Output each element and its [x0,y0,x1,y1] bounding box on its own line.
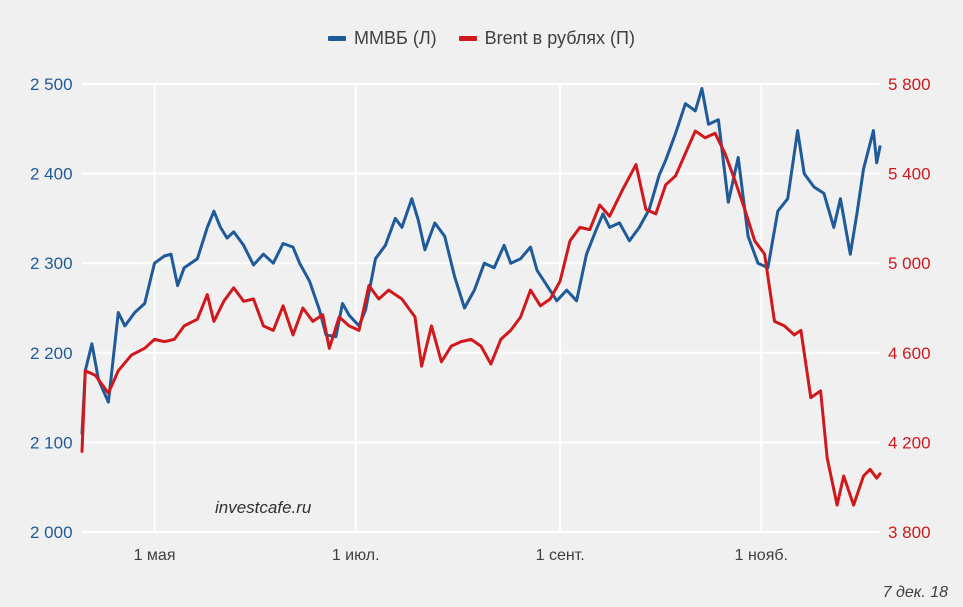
legend-swatch-mmvb [328,36,347,41]
y-left-tick-label: 2 200 [30,344,73,363]
x-tick-label: 1 июл. [332,547,380,564]
chart-legend: ММВБ (Л) Brent в рублях (П) [0,28,963,49]
y-right-tick-label: 5 000 [888,254,931,273]
watermark: investcafe.ru [215,498,312,517]
y-left-tick-label: 2 400 [30,165,73,184]
y-right-tick-label: 4 600 [888,344,931,363]
y-right-tick-label: 3 800 [888,523,931,542]
x-tick-label: 1 сент. [536,547,585,564]
y-left-tick-label: 2 500 [30,75,73,94]
legend-label-mmvb: ММВБ (Л) [354,28,437,48]
legend-label-brent: Brent в рублях (П) [484,28,635,48]
y-right-tick-label: 5 800 [888,75,931,94]
legend-item-mmvb[interactable]: ММВБ (Л) [328,28,437,49]
legend-item-brent[interactable]: Brent в рублях (П) [458,28,635,49]
date-note: 7 дек. 18 [882,584,948,601]
series-line-mmvb [80,87,882,435]
y-right-tick-label: 4 200 [888,433,931,452]
y-left-tick-label: 2 100 [30,433,73,452]
y-left-tick-label: 2 000 [30,523,73,542]
series-line-brent [80,129,882,507]
y-left-tick-label: 2 300 [30,254,73,273]
legend-swatch-brent [458,36,477,41]
x-tick-label: 1 нояб. [735,547,788,564]
y-right-tick-label: 5 400 [888,165,931,184]
x-tick-label: 1 мая [134,547,176,564]
